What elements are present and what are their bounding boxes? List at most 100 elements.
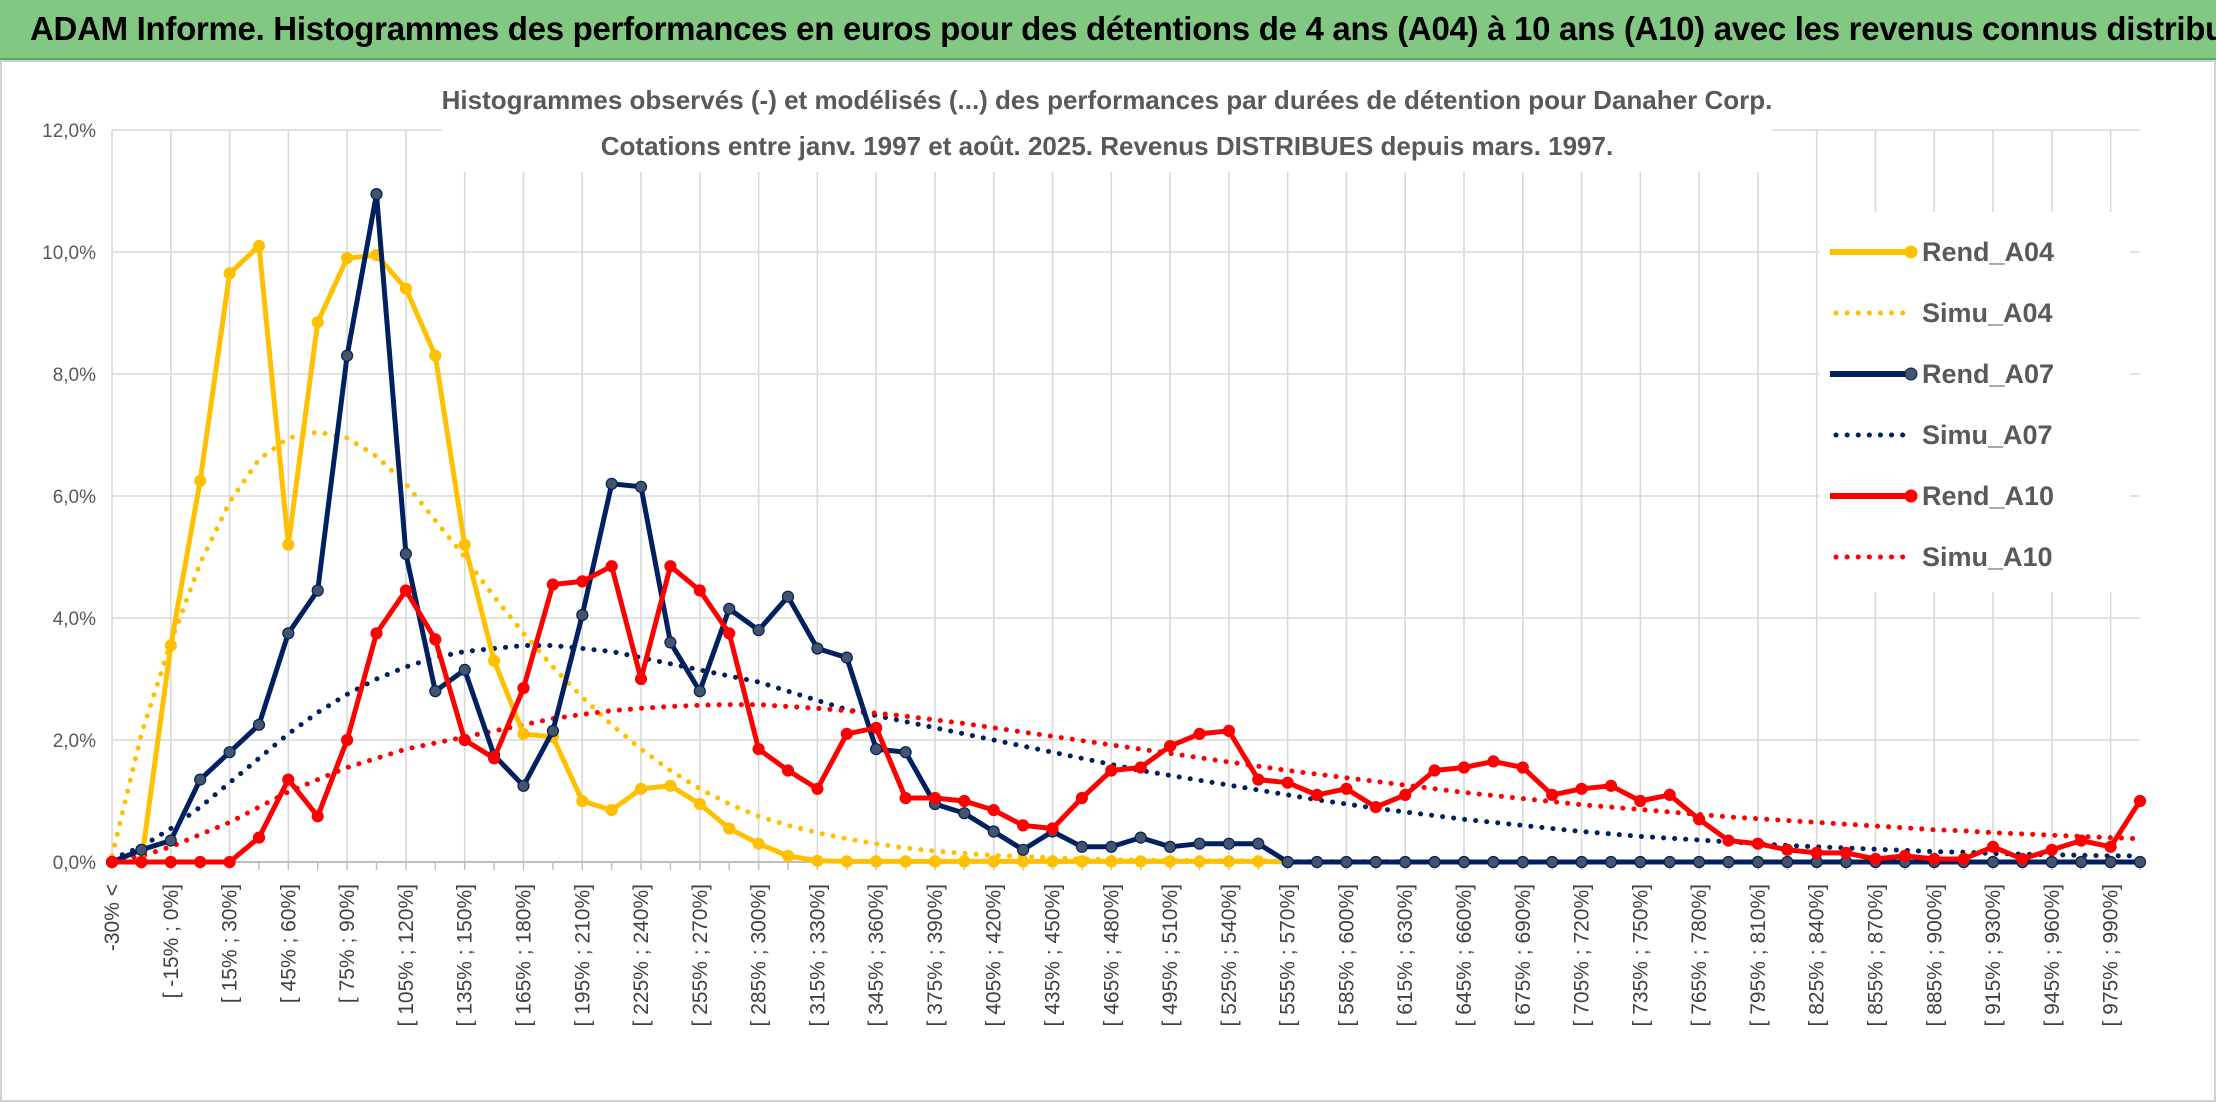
rend-a04-point [928, 855, 942, 868]
rend-a10-point [1516, 761, 1529, 774]
rend-a10-point [282, 773, 295, 786]
x-tick-label: [ 255% ; 270%] [689, 884, 712, 1026]
chart-frame: 0,0% 2,0% 4,0% 6,0% 8,0% 10,0% 12,0% -30% < [ -1… [0, 60, 2216, 1102]
rend-a04-point [1046, 855, 1059, 868]
rend-a07-point [1222, 837, 1236, 850]
rend-a10-point [1075, 791, 1089, 805]
x-tick-label: [ 135% ; 150%] [454, 884, 477, 1026]
legend-label-rend-a10: Rend_A10 [1922, 481, 2054, 511]
rend-a07-point [870, 742, 883, 756]
rend-a04-point [341, 252, 354, 265]
rend-a07-point [1575, 855, 1588, 869]
rend-a10-point [1163, 739, 1177, 753]
rend-a07-point [370, 188, 383, 201]
rend-a04-point [399, 282, 412, 295]
rend-a10-point [1546, 788, 1559, 802]
rend-a07-point [1281, 855, 1294, 869]
legend: Rend_A04 Simu_A04 Rend_A07 Simu_A07 Rend_A10… [1820, 212, 2130, 592]
rend-a10-point [1428, 764, 1441, 777]
rend-a04-point [840, 855, 853, 868]
x-tick-label: [ 315% ; 330%] [806, 884, 829, 1026]
rend-a10-point [1310, 788, 1324, 802]
rend-a07-point [1134, 831, 1147, 844]
rend-a10-point [1369, 800, 1382, 814]
rend-a04-point [605, 803, 618, 817]
rend-a10-point [899, 791, 912, 805]
x-tick-label: [ 75% ; 90%] [336, 884, 359, 1003]
rend-a04-point [517, 727, 530, 741]
legend-label-simu-a10: Simu_A10 [1922, 542, 2053, 572]
rend-a07-point [723, 602, 736, 615]
x-tick-label: [ 45% ; 60%] [277, 884, 300, 1003]
x-tick-label: [ 705% ; 720%] [1571, 884, 1594, 1026]
rend-a10-point [958, 794, 971, 808]
rend-a10-point [429, 633, 442, 646]
rend-a10-point [1751, 837, 1765, 850]
rend-a04-point [781, 849, 795, 863]
rend-a10-point [2045, 843, 2058, 856]
rend-a07-point [1604, 855, 1618, 869]
rend-a10-point [1634, 794, 1647, 808]
rend-a07-point [958, 807, 971, 820]
chart-title: Histogrammes observés (-) et modélisés (… [442, 85, 1773, 115]
legend-background [1820, 212, 2130, 592]
rend-a04-point [958, 855, 971, 868]
rend-a10-point [1810, 846, 1823, 860]
rend-a10-point [458, 733, 471, 747]
rend-a10-point [2016, 852, 2029, 866]
x-tick-label: [ 675% ; 690%] [1512, 884, 1535, 1026]
rend-a04-point [870, 855, 883, 868]
x-tick-label: [ 195% ; 210%] [571, 884, 594, 1026]
rend-a10-point [1575, 782, 1588, 795]
x-tick-label: [ 225% ; 240%] [630, 884, 653, 1026]
rend-a10-point [870, 721, 883, 734]
rend-a04-point [752, 837, 765, 850]
rend-a04-point [164, 639, 177, 652]
rend-a07-point [664, 636, 677, 649]
rend-a10-point [1986, 840, 2000, 853]
rend-a07-point [1546, 855, 1559, 869]
axes: 0,0% 2,0% 4,0% 6,0% 8,0% 10,0% 12,0% -30% < [ -1… [42, 121, 2141, 1026]
rend-a07-point [1369, 855, 1382, 869]
rend-a10-point [1604, 779, 1618, 792]
chart-subtitle: Cotations entre janv. 1997 et août. 2025… [601, 131, 1613, 161]
rend-a07-point [1663, 855, 1676, 869]
rend-a04-point [1193, 855, 1206, 868]
rend-a10-point [811, 782, 824, 795]
x-tick-label: [ 855% ; 870%] [1864, 884, 1887, 1026]
y-tick-label: 2,0% [53, 731, 96, 752]
rend-a10-point [664, 560, 677, 573]
rend-a04-point [1163, 855, 1177, 868]
rend-a04-point [811, 854, 824, 867]
banner: ADAM Informe. Histogrammes des performan… [0, 0, 2216, 60]
rend-a07-point [1252, 837, 1265, 850]
rend-a10-point [1839, 846, 1853, 860]
rend-a04-point [1222, 855, 1236, 868]
rend-a10-point [1134, 761, 1147, 774]
rend-a04-point [194, 474, 207, 487]
x-tick-label: [ 375% ; 390%] [924, 884, 947, 1026]
rend-a10-point [752, 742, 765, 756]
rend-a07-point [1428, 855, 1441, 869]
rend-a07-point [1634, 855, 1647, 869]
rend-a07-point [1781, 855, 1794, 869]
rend-a07-point [1457, 855, 1471, 869]
rend-a10-point [1869, 852, 1882, 866]
x-tick-label: [ 975% ; 990%] [2100, 884, 2123, 1026]
rend-a04-point [1075, 855, 1089, 868]
rend-a07-point [1105, 840, 1118, 853]
legend-label-rend-a04: Rend_A04 [1922, 237, 2054, 267]
x-tick-label: [ 345% ; 360%] [865, 884, 888, 1026]
rend-a07-line [111, 191, 2140, 865]
rend-a10-point [1222, 724, 1236, 738]
x-tick-label: -30% < [101, 884, 124, 951]
rend-a10-point [723, 627, 736, 640]
rend-a10-point [341, 733, 354, 747]
y-tick-label: 0,0% [53, 853, 96, 874]
x-tick-label: [ 435% ; 450%] [1042, 884, 1065, 1026]
rend-a07-point [2133, 855, 2147, 869]
rend-a07-point [252, 718, 266, 731]
rend-a07-point [2075, 855, 2088, 869]
rend-a10-point [1781, 843, 1794, 856]
rend-a07-point [1075, 840, 1089, 853]
